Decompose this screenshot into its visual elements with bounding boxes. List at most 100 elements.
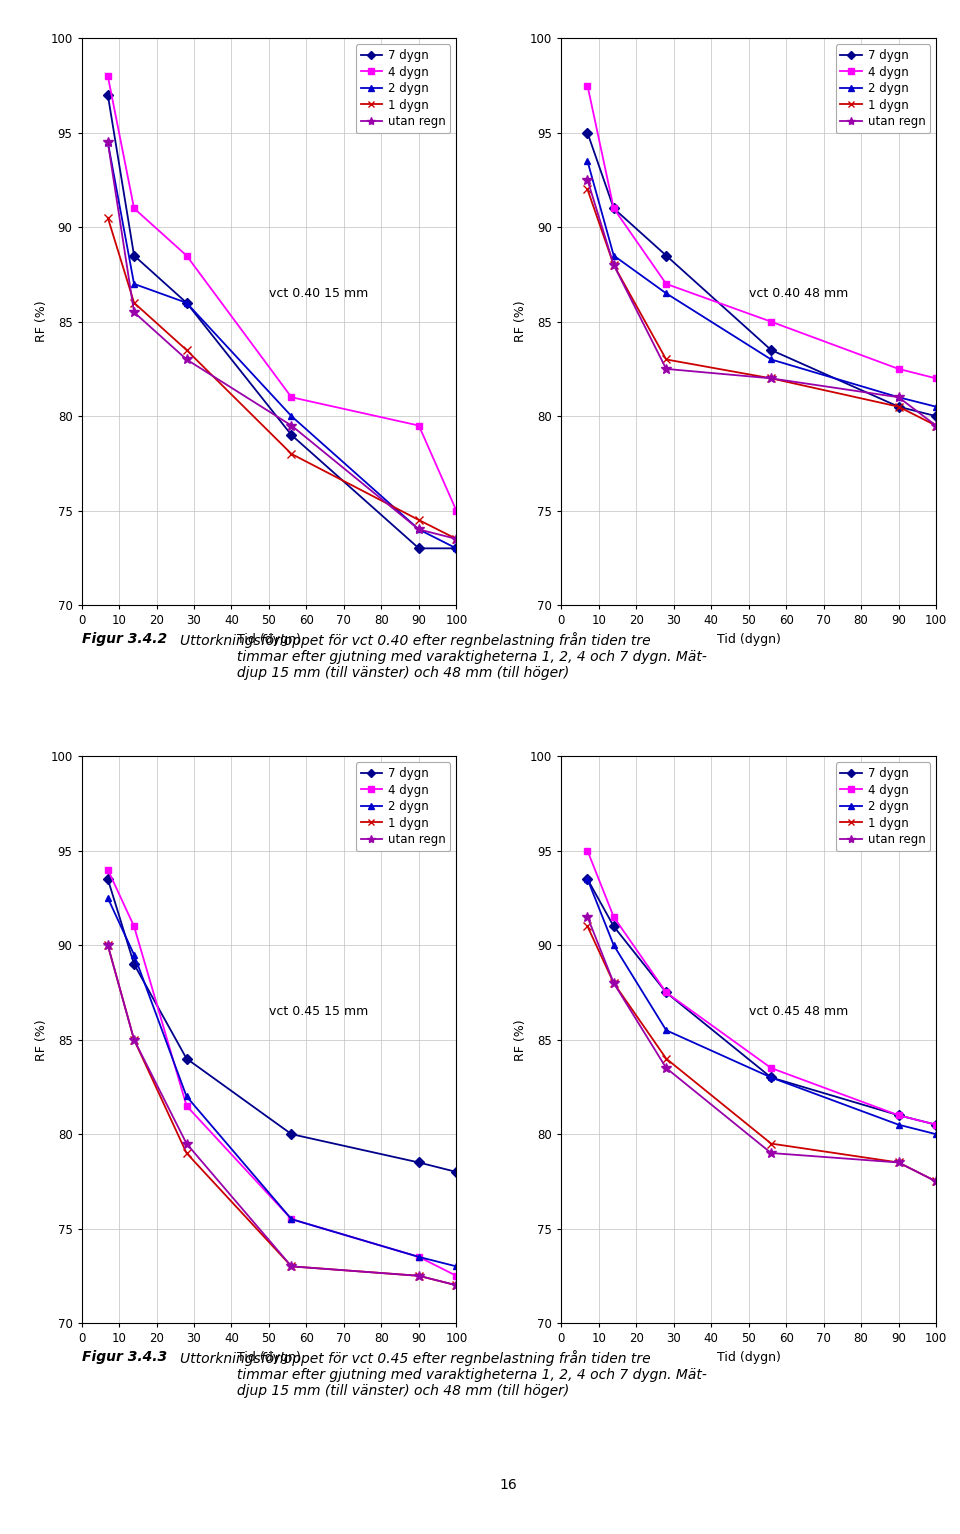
2 dygn (129, 275, 140, 293)
7 dygn (582, 124, 593, 143)
utan regn (660, 1058, 672, 1077)
4 dygn (582, 842, 593, 861)
Line: utan regn: utan regn (583, 175, 941, 431)
1 dygn (180, 1144, 192, 1163)
1 dygn (660, 1049, 672, 1068)
7 dygn (129, 956, 140, 974)
utan regn (102, 936, 113, 954)
4 dygn (413, 416, 424, 434)
2 dygn (582, 152, 593, 170)
utan regn (129, 1031, 140, 1049)
1 dygn (102, 209, 113, 227)
Text: vct 0.45 48 mm: vct 0.45 48 mm (749, 1005, 848, 1019)
1 dygn (286, 1258, 298, 1276)
1 dygn (450, 1276, 462, 1295)
7 dygn (608, 917, 619, 936)
1 dygn (286, 445, 298, 463)
2 dygn (893, 388, 904, 407)
7 dygn (180, 1049, 192, 1068)
2 dygn (765, 1068, 777, 1086)
1 dygn (413, 511, 424, 529)
2 dygn (608, 936, 619, 954)
7 dygn (102, 86, 113, 104)
Line: 2 dygn: 2 dygn (105, 138, 460, 552)
1 dygn (660, 350, 672, 368)
Line: utan regn: utan regn (103, 940, 461, 1290)
7 dygn (765, 1068, 777, 1086)
X-axis label: Tid (dygn): Tid (dygn) (717, 632, 780, 646)
2 dygn (608, 247, 619, 265)
1 dygn (413, 1267, 424, 1285)
utan regn (286, 416, 298, 434)
7 dygn (413, 538, 424, 557)
utan regn (582, 908, 593, 927)
4 dygn (608, 199, 619, 218)
1 dygn (930, 1172, 942, 1190)
utan regn (660, 359, 672, 377)
Text: vct 0.40 15 mm: vct 0.40 15 mm (269, 287, 369, 299)
4 dygn (582, 77, 593, 95)
1 dygn (582, 917, 593, 936)
7 dygn (660, 247, 672, 265)
X-axis label: Tid (dygn): Tid (dygn) (717, 1350, 780, 1364)
2 dygn (102, 133, 113, 152)
4 dygn (102, 861, 113, 879)
4 dygn (286, 1210, 298, 1229)
Line: 4 dygn: 4 dygn (105, 72, 460, 514)
2 dygn (450, 538, 462, 557)
4 dygn (450, 502, 462, 520)
Text: Uttorkningsförloppet för vct 0.40 efter regnbelastning från tiden tre
          : Uttorkningsförloppet för vct 0.40 efter … (180, 632, 707, 681)
Y-axis label: RF (%): RF (%) (35, 301, 48, 342)
2 dygn (930, 1124, 942, 1143)
7 dygn (413, 1154, 424, 1172)
1 dygn (765, 370, 777, 388)
1 dygn (930, 416, 942, 434)
utan regn (765, 370, 777, 388)
1 dygn (893, 397, 904, 416)
1 dygn (608, 256, 619, 275)
X-axis label: Tid (dygn): Tid (dygn) (237, 1350, 300, 1364)
utan regn (180, 1134, 192, 1152)
4 dygn (930, 1115, 942, 1134)
2 dygn (660, 284, 672, 302)
1 dygn (129, 1031, 140, 1049)
7 dygn (286, 1124, 298, 1143)
utan regn (893, 388, 904, 407)
7 dygn (129, 247, 140, 265)
7 dygn (450, 1163, 462, 1181)
1 dygn (608, 974, 619, 992)
Y-axis label: RF (%): RF (%) (515, 1019, 527, 1060)
2 dygn (893, 1115, 904, 1134)
4 dygn (893, 359, 904, 377)
utan regn (930, 1172, 942, 1190)
Legend: 7 dygn, 4 dygn, 2 dygn, 1 dygn, utan regn: 7 dygn, 4 dygn, 2 dygn, 1 dygn, utan reg… (836, 44, 930, 133)
4 dygn (129, 199, 140, 218)
4 dygn (450, 1267, 462, 1285)
Line: utan regn: utan regn (583, 913, 941, 1186)
utan regn (102, 133, 113, 152)
2 dygn (129, 945, 140, 963)
Text: Uttorkningsförloppet för vct 0.45 efter regnbelastning från tiden tre
          : Uttorkningsförloppet för vct 0.45 efter … (180, 1350, 707, 1399)
7 dygn (660, 983, 672, 1002)
Line: 2 dygn: 2 dygn (584, 876, 940, 1138)
2 dygn (102, 888, 113, 907)
utan regn (582, 170, 593, 189)
Line: 7 dygn: 7 dygn (105, 92, 460, 552)
Line: 7 dygn: 7 dygn (584, 129, 940, 420)
Text: Figur 3.4.3: Figur 3.4.3 (82, 1350, 167, 1364)
4 dygn (608, 908, 619, 927)
Text: vct 0.45 15 mm: vct 0.45 15 mm (269, 1005, 369, 1019)
1 dygn (102, 936, 113, 954)
Y-axis label: RF (%): RF (%) (515, 301, 527, 342)
7 dygn (765, 341, 777, 359)
4 dygn (660, 275, 672, 293)
Line: 7 dygn: 7 dygn (584, 876, 940, 1127)
2 dygn (413, 520, 424, 538)
utan regn (180, 350, 192, 368)
1 dygn (765, 1134, 777, 1152)
Y-axis label: RF (%): RF (%) (35, 1019, 48, 1060)
utan regn (450, 529, 462, 548)
4 dygn (660, 983, 672, 1002)
Legend: 7 dygn, 4 dygn, 2 dygn, 1 dygn, utan regn: 7 dygn, 4 dygn, 2 dygn, 1 dygn, utan reg… (356, 762, 450, 851)
7 dygn (608, 199, 619, 218)
